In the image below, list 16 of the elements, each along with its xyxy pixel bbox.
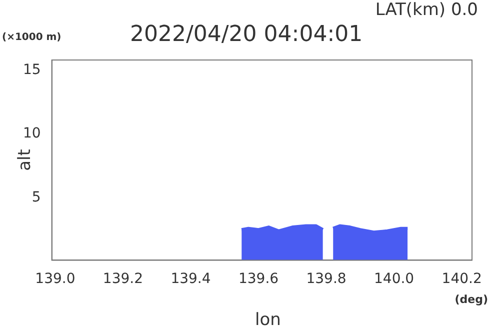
x-tick-label: 140.0	[374, 271, 414, 288]
x-tick-label: 139.0	[35, 271, 76, 288]
y-axis-title: alt	[14, 149, 35, 171]
x-axis-title: lon	[255, 310, 281, 330]
y-tick-label: 10	[22, 126, 41, 142]
text: LAT(km) 0.0	[375, 0, 478, 20]
y-tick-label: 15	[22, 62, 41, 78]
chart-title: 2022/04/20 04:04:01	[130, 22, 363, 47]
x-tick-label: 140.2	[442, 271, 482, 288]
text: (×1000 m)	[2, 32, 62, 43]
x-tick-label: 139.6	[238, 271, 279, 288]
y-tick-label: 5	[32, 189, 41, 206]
text: (deg)	[454, 293, 488, 306]
x-tick-label: 139.2	[102, 271, 144, 288]
x-tick-label: 139.4	[170, 271, 211, 288]
x-tick-label: 139.8	[306, 271, 346, 288]
